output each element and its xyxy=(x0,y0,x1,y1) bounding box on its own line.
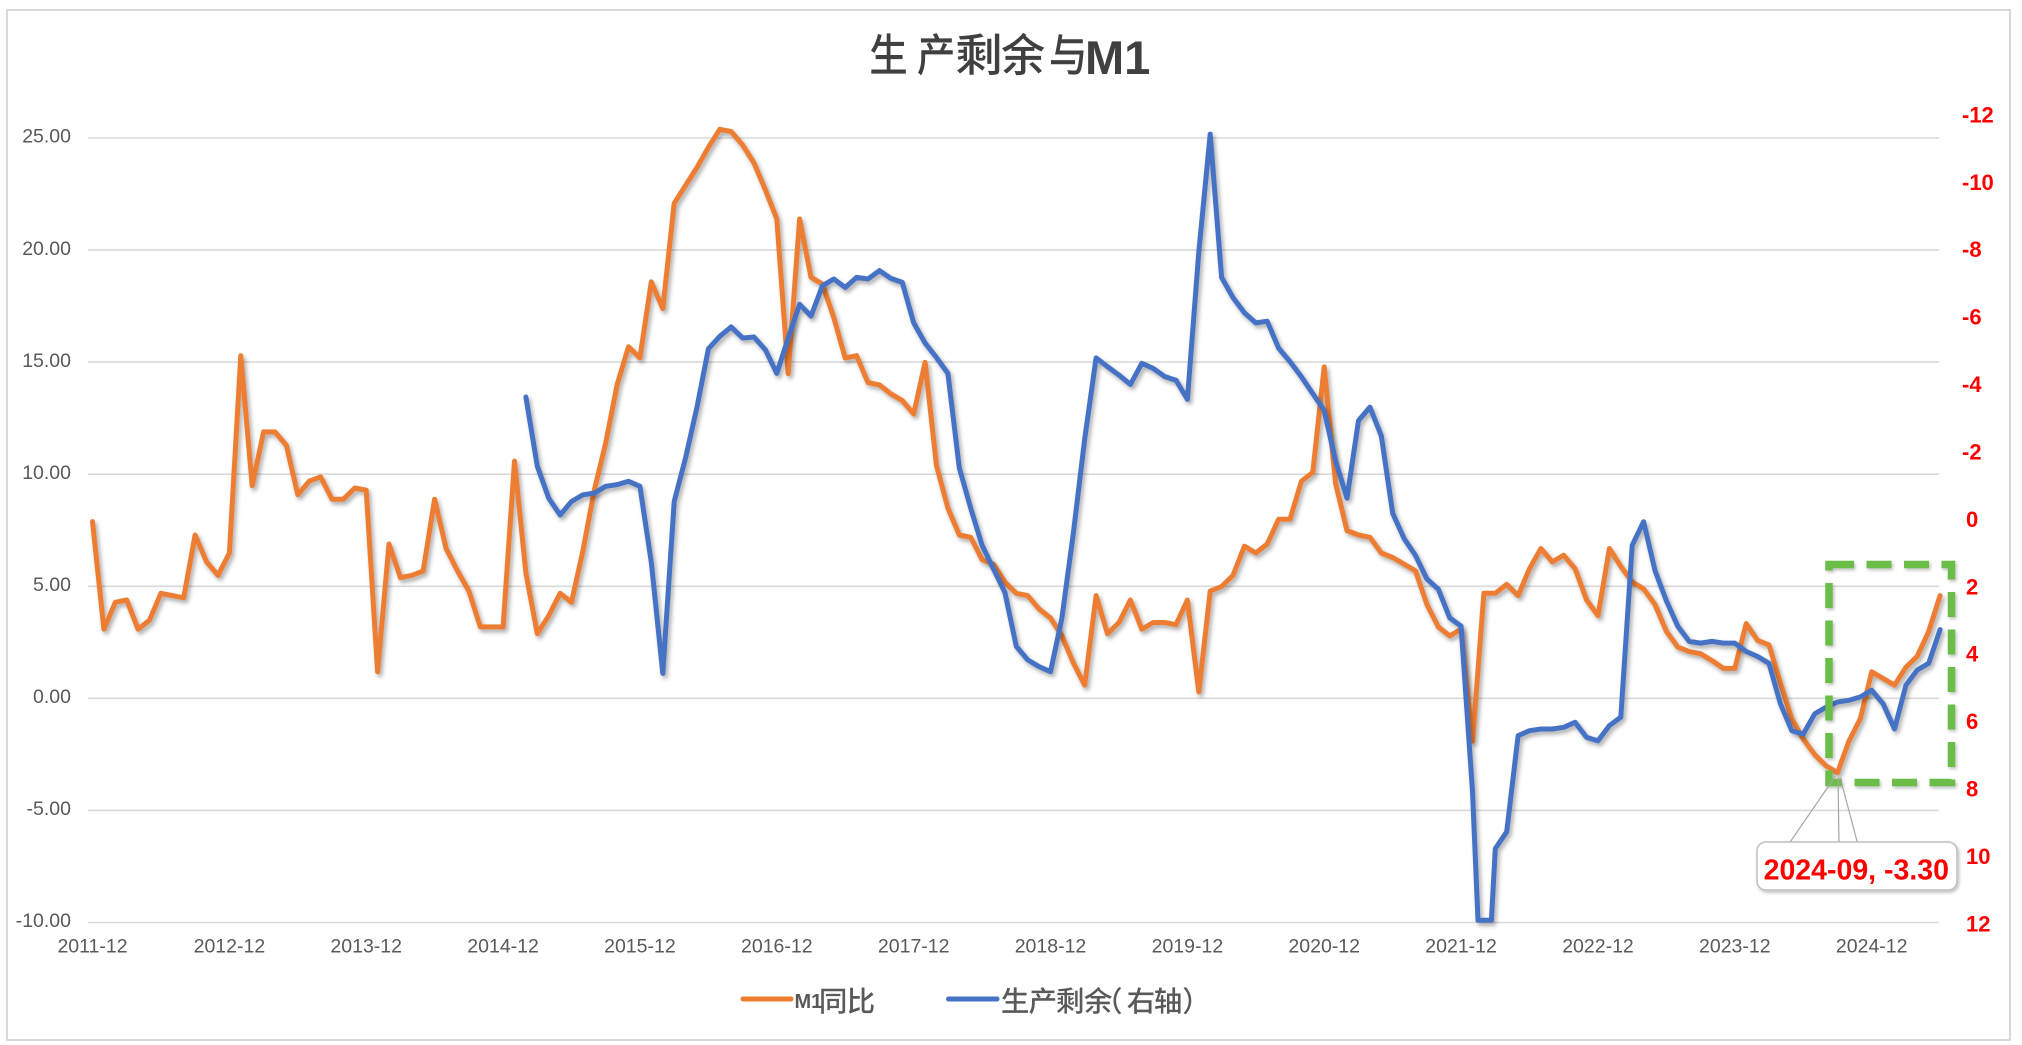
svg-text:M1: M1 xyxy=(1085,31,1150,84)
svg-text:-4: -4 xyxy=(1962,372,1982,397)
svg-text:-5.00: -5.00 xyxy=(27,798,72,820)
svg-text:2021-12: 2021-12 xyxy=(1425,935,1497,957)
svg-text:10: 10 xyxy=(1966,844,1990,869)
svg-text:2014-12: 2014-12 xyxy=(467,935,539,957)
svg-text:-10: -10 xyxy=(1962,170,1994,195)
svg-text:-2: -2 xyxy=(1962,439,1982,464)
svg-text:2018-12: 2018-12 xyxy=(1015,935,1087,957)
svg-text:10.00: 10.00 xyxy=(22,462,71,484)
svg-text:2: 2 xyxy=(1966,574,1978,599)
svg-text:0: 0 xyxy=(1966,507,1978,532)
svg-text:2013-12: 2013-12 xyxy=(330,935,402,957)
svg-text:-6: -6 xyxy=(1962,305,1982,330)
svg-text:2016-12: 2016-12 xyxy=(741,935,813,957)
svg-text:M1: M1 xyxy=(795,991,823,1013)
svg-text:4: 4 xyxy=(1966,642,1979,667)
svg-text:8: 8 xyxy=(1966,777,1978,802)
svg-text:2019-12: 2019-12 xyxy=(1152,935,1224,957)
svg-text:2024-09, -3.30: 2024-09, -3.30 xyxy=(1764,854,1949,886)
svg-text:5.00: 5.00 xyxy=(33,574,71,596)
svg-text:6: 6 xyxy=(1966,709,1978,734)
svg-text:0.00: 0.00 xyxy=(33,686,71,708)
svg-text:-12: -12 xyxy=(1962,102,1994,127)
svg-text:15.00: 15.00 xyxy=(22,350,71,372)
svg-text:2020-12: 2020-12 xyxy=(1288,935,1360,957)
svg-text:2015-12: 2015-12 xyxy=(604,935,676,957)
svg-text:2023-12: 2023-12 xyxy=(1699,935,1771,957)
svg-text:25.00: 25.00 xyxy=(22,126,71,148)
svg-text:2017-12: 2017-12 xyxy=(878,935,950,957)
svg-text:12: 12 xyxy=(1966,911,1990,936)
svg-text:2022-12: 2022-12 xyxy=(1562,935,1634,957)
svg-text:2012-12: 2012-12 xyxy=(194,935,266,957)
svg-text:20.00: 20.00 xyxy=(22,238,71,260)
svg-text:2024-12: 2024-12 xyxy=(1836,935,1908,957)
svg-text:2011-12: 2011-12 xyxy=(57,935,127,957)
svg-text:-10.00: -10.00 xyxy=(16,910,71,932)
svg-text:-8: -8 xyxy=(1962,237,1982,262)
